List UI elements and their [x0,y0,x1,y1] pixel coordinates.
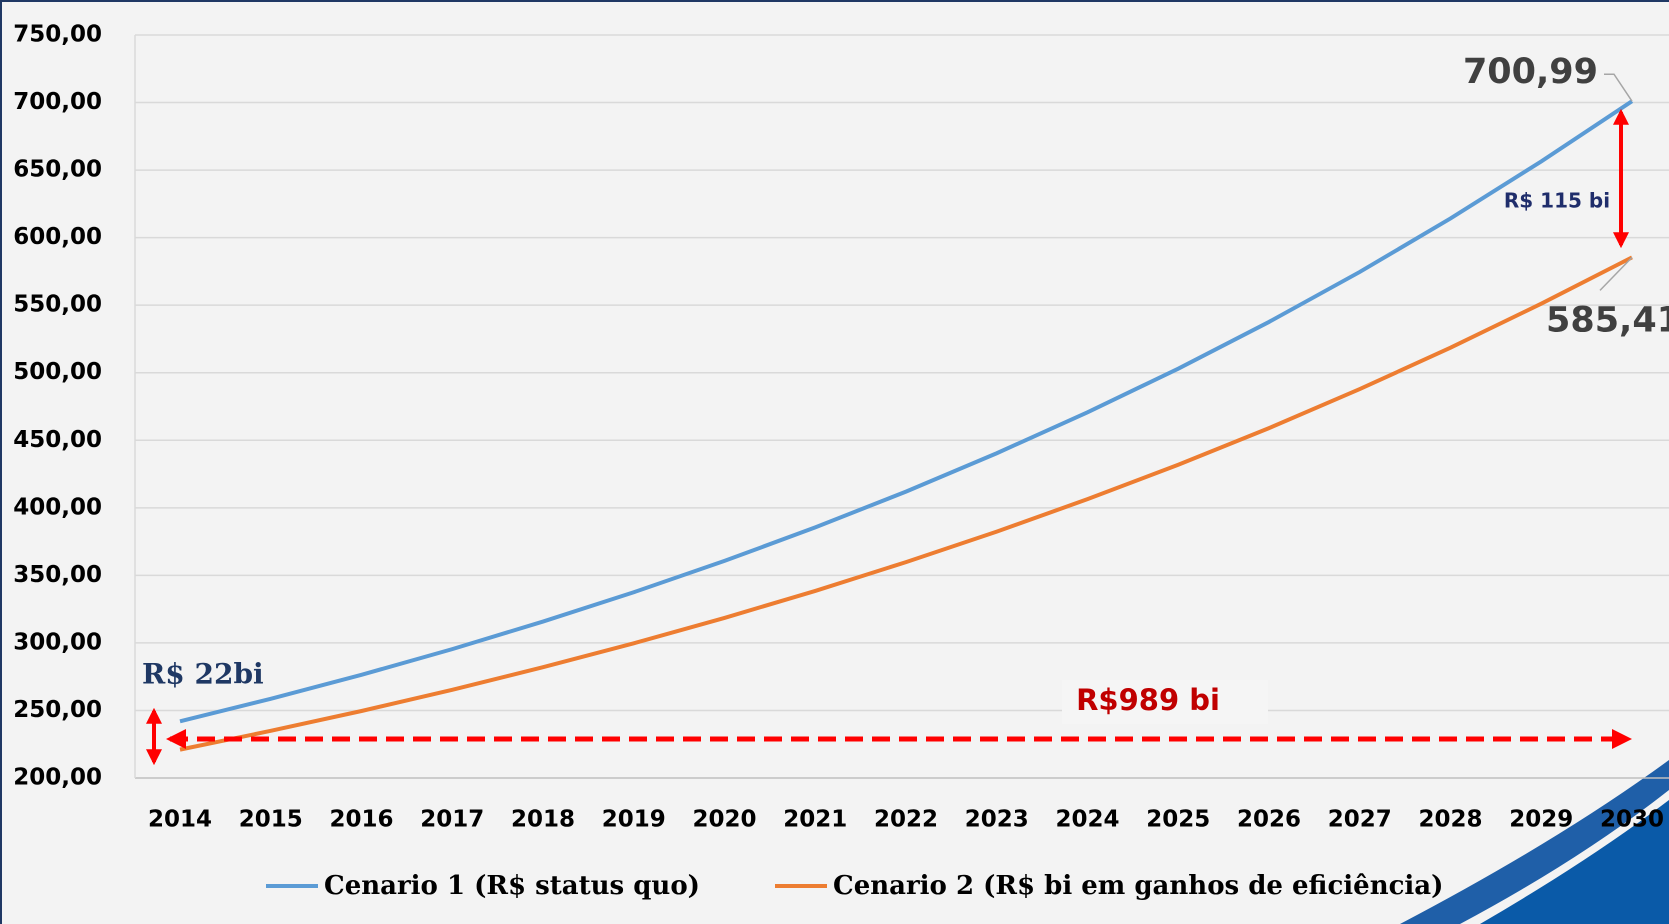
y-tick-label: 300,00 [13,629,102,655]
legend-label: Cenario 1 (R$ status quo) [324,871,700,901]
y-tick-label: 400,00 [13,494,102,520]
x-tick-label: 2026 [1237,807,1301,833]
page: 200,00 250,00 300,00 350,00 400,00 450,00 500,… [0,0,1669,924]
legend-label: Cenario 2 (R$ bi em ganhos de eficiência… [833,871,1443,901]
x-tick-label: 2025 [1146,807,1210,833]
y-tick-label: 600,00 [13,224,102,250]
data-label: 585,41 [1546,300,1669,340]
background [1,1,1669,924]
x-tick-label: 2024 [1055,807,1119,833]
x-tick-label: 2022 [874,807,938,833]
annotation: R$ 22bi [142,658,264,691]
x-tick-label: 2020 [692,807,756,833]
x-tick-label: 2023 [965,807,1029,833]
y-tick-label: 200,00 [13,765,102,791]
x-tick-label: 2016 [329,807,393,833]
legend: Cenario 1 (R$ status quo) Cenario 2 (R$ b… [266,871,1443,901]
x-tick-label: 2030 [1600,807,1664,833]
x-tick-label: 2017 [420,807,484,833]
y-tick-label: 250,00 [13,697,102,723]
x-tick-label: 2015 [239,807,303,833]
y-tick-label: 550,00 [13,292,102,318]
x-tick-label: 2027 [1328,807,1392,833]
data-label: 700,99 [1463,52,1598,92]
y-tick-label: 650,00 [13,157,102,183]
x-tick-label: 2029 [1509,807,1573,833]
x-tick-label: 2014 [148,807,212,833]
chart: 200,00 250,00 300,00 350,00 400,00 450,00 500,… [0,0,1669,924]
y-tick-label: 700,00 [13,89,102,115]
x-tick-label: 2019 [602,807,666,833]
x-tick-label: 2028 [1418,807,1482,833]
y-tick-label: 500,00 [13,359,102,385]
y-tick-label: 450,00 [13,427,102,453]
x-tick-label: 2018 [511,807,575,833]
y-tick-label: 350,00 [13,562,102,588]
y-tick-label: 750,00 [13,22,102,48]
annotation: R$ 115 bi [1504,189,1610,213]
x-tick-label: 2021 [783,807,847,833]
annotation: R$989 bi [1076,683,1220,717]
